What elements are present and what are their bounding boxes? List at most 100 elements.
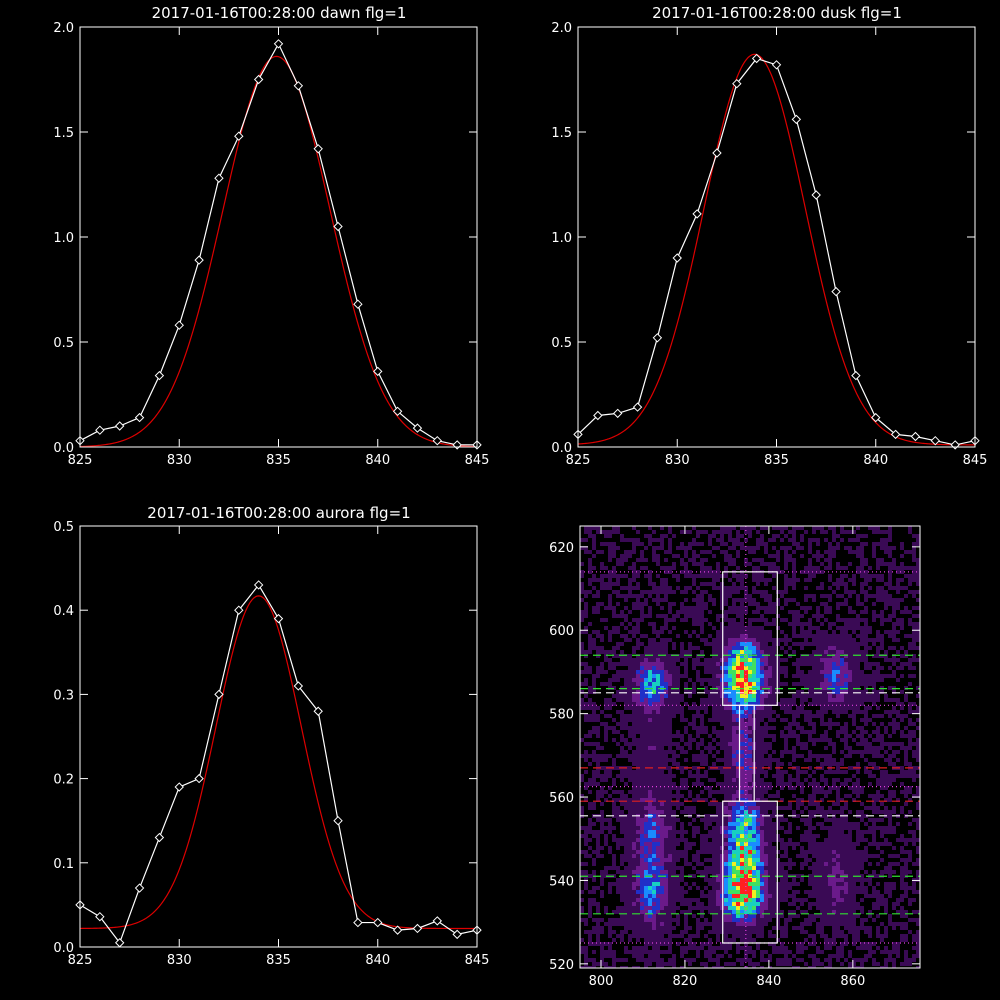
dawn-data-point: [412, 423, 423, 433]
heatmap-y-tick-label: 620: [549, 541, 574, 556]
aurora-panel: 825 830 835 840 845 0.0 0.1 0.2 0.3 0.4 0.5: [53, 520, 489, 968]
dusk-y-tick-label: 1.5: [551, 126, 572, 141]
dusk-x-tick-label: 825: [566, 453, 591, 468]
heatmap-frame: [579, 525, 921, 969]
dawn-data-point: [392, 406, 403, 417]
dusk-data-point: [672, 253, 682, 263]
dusk-data-point: [712, 148, 722, 158]
dusk-data-point: [692, 209, 702, 219]
heatmap-y-tick-label: 520: [549, 958, 574, 973]
aurora-y-tick-label: 0.3: [53, 688, 74, 703]
dawn-data-point: [95, 425, 105, 435]
dusk-data-point: [791, 114, 802, 125]
aurora-fit-curve: [80, 595, 477, 930]
dawn-data-point: [432, 435, 443, 446]
dusk-x-tick-label: 835: [764, 453, 789, 468]
dawn-data-point: [333, 221, 343, 232]
aurora-data-point: [392, 925, 403, 935]
aurora-data-point: [95, 911, 105, 922]
dawn-data-point: [253, 74, 264, 85]
heatmap-x-tick-label: 800: [589, 974, 614, 989]
dawn-data-point: [452, 440, 462, 450]
heatmap-x-tick-label: 840: [756, 974, 781, 989]
dawn-data-point: [214, 173, 224, 183]
dawn-data-point: [174, 320, 184, 330]
aurora-data-point: [293, 681, 304, 691]
aurora-y-tick-label: 0.4: [53, 604, 74, 619]
aurora-y-tick-label: 0.0: [53, 941, 74, 956]
dusk-data-point: [593, 410, 603, 421]
dawn-data-point: [134, 412, 145, 423]
dusk-data-point: [890, 429, 901, 440]
dawn-data-line: [79, 42, 477, 446]
dawn-x-tick-label: 845: [465, 453, 490, 468]
dawn-y-tick-label: 2.0: [53, 21, 74, 36]
heatmap-panel: 800 820 840 860 520 540 560 580 600 620: [549, 525, 921, 989]
dusk-data-point: [831, 286, 841, 297]
aurora-x-tick-label: 835: [266, 953, 291, 968]
dusk-data-point: [811, 190, 821, 200]
aurora-data-point: [234, 605, 244, 615]
dusk-data-point: [930, 435, 941, 446]
dawn-data-point: [234, 131, 244, 141]
dusk-data-point: [652, 333, 663, 343]
aurora-data-point: [452, 929, 462, 940]
dawn-y-tick-label: 0.5: [53, 336, 74, 351]
dusk-data-point: [612, 408, 623, 419]
aurora-data-point: [273, 613, 284, 624]
dawn-title: 2017-01-16T00:28:00 dawn flg=1: [152, 4, 407, 22]
aurora-y-tick-label: 0.2: [53, 773, 74, 788]
dusk-y-tick-label: 2.0: [551, 21, 572, 36]
dawn-fit-curve: [79, 55, 478, 448]
dusk-y-tick-label: 1.0: [551, 231, 572, 246]
dusk-data-point: [632, 402, 643, 412]
aurora-data-point: [214, 689, 224, 700]
dawn-data-point: [273, 39, 284, 49]
aurora-data-point: [253, 580, 264, 590]
dusk-data-point: [871, 412, 881, 423]
dusk-data-point: [950, 440, 960, 450]
dawn-data-point: [293, 81, 304, 91]
aurora-data-point: [134, 883, 145, 893]
aurora-y-tick-label: 0.1: [53, 857, 74, 872]
dusk-fit-curve: [577, 53, 975, 446]
dawn-y-tick-label: 1.5: [53, 126, 74, 141]
heatmap-y-tick-label: 600: [549, 624, 574, 639]
dusk-data-point: [732, 78, 742, 89]
aurora-data-point: [174, 782, 184, 792]
dawn-data-point: [373, 366, 383, 377]
dawn-data-point: [194, 255, 204, 265]
heatmap-y-tick-label: 580: [549, 708, 574, 723]
dawn-data-point: [353, 299, 363, 309]
heatmap-x-tick-label: 820: [673, 974, 698, 989]
dusk-data-point: [751, 53, 762, 64]
aurora-title: 2017-01-16T00:28:00 aurora flg=1: [147, 504, 410, 522]
dawn-y-tick-label: 0.0: [53, 441, 74, 456]
aurora-x-tick-label: 825: [68, 953, 93, 968]
dawn-x-tick-label: 830: [167, 453, 192, 468]
dawn-x-tick-label: 825: [68, 453, 93, 468]
dawn-x-tick-label: 840: [365, 453, 390, 468]
aurora-data-point: [432, 916, 443, 926]
aurora-x-tick-label: 845: [465, 953, 490, 968]
aurora-x-tick-label: 840: [365, 953, 390, 968]
dawn-x-tick-label: 835: [266, 453, 291, 468]
heatmap-image: [580, 526, 920, 968]
dusk-data-point: [771, 60, 782, 70]
dusk-data-point: [910, 431, 921, 442]
heatmap-x-tick-label: 860: [840, 974, 865, 989]
aurora-data-point: [353, 917, 363, 928]
dusk-panel: 825 830 835 840 845 0.0 0.5 1.0 1.5 2.0: [551, 21, 987, 468]
dusk-x-tick-label: 830: [665, 453, 690, 468]
dusk-y-tick-label: 0.0: [551, 441, 572, 456]
aurora-data-point: [373, 917, 383, 928]
dawn-data-point: [313, 144, 323, 154]
dawn-data-point: [154, 370, 165, 381]
window-box: [738, 704, 755, 802]
aurora-data-point: [154, 832, 165, 843]
aurora-y-tick-label: 0.5: [53, 520, 74, 535]
dawn-data-point: [114, 421, 125, 431]
dusk-x-tick-label: 845: [963, 453, 988, 468]
aurora-data-point: [194, 773, 204, 784]
